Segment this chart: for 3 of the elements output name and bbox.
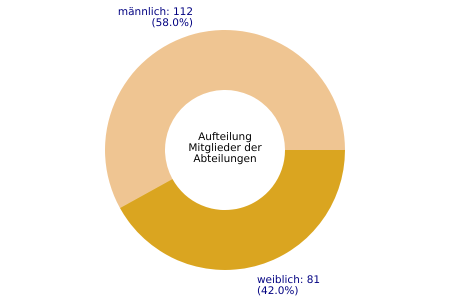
slice-label: weiblich: 81 (42.0%) (256, 274, 320, 297)
slice-label: männlich: 112 (58.0%) (118, 6, 194, 30)
text: Aufteilung Mitglieder der Abteilungen (187, 131, 263, 165)
